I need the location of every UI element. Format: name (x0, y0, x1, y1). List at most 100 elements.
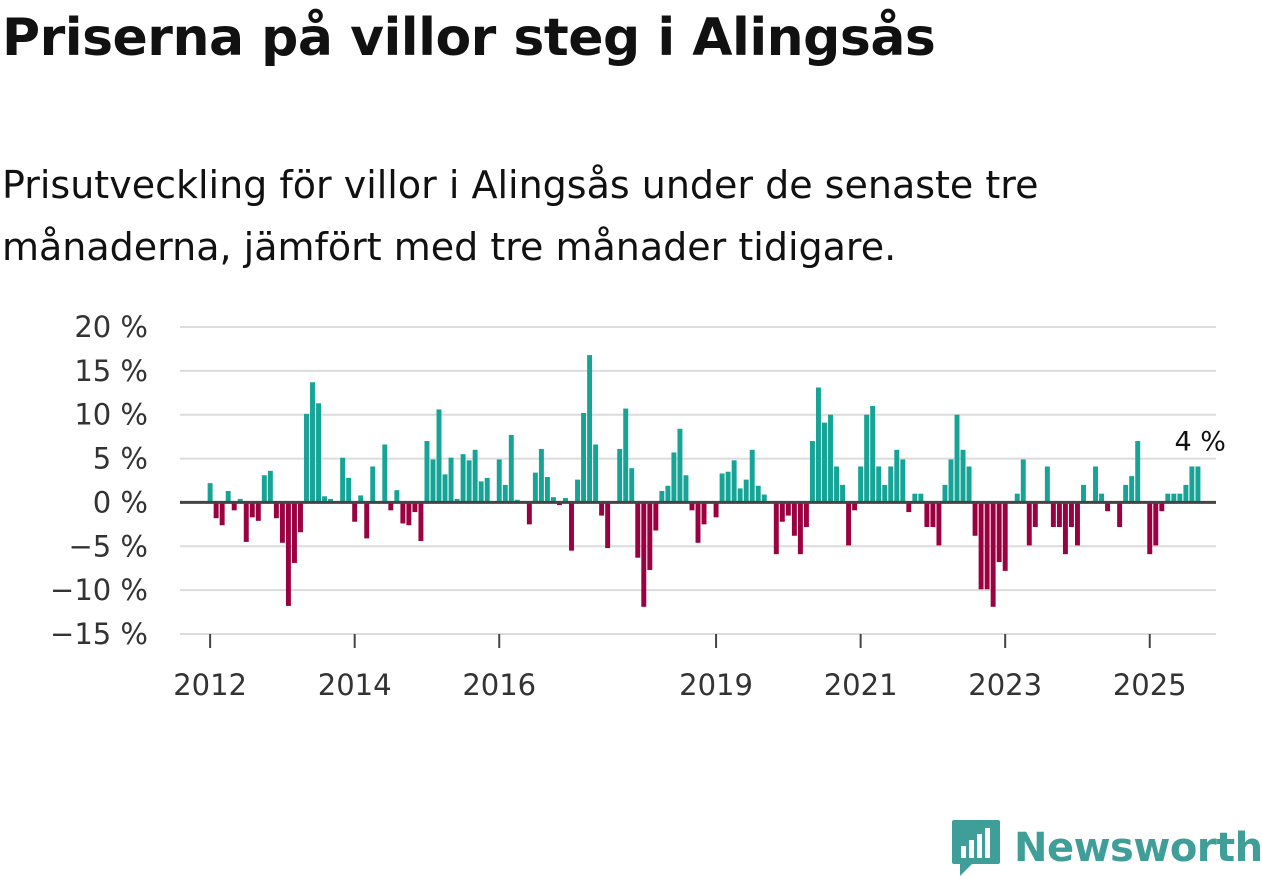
bar (418, 502, 424, 542)
x-tick-label: 2012 (173, 668, 247, 700)
bar (1195, 466, 1201, 503)
bar (629, 468, 635, 503)
bar (635, 502, 641, 558)
bar (671, 452, 677, 503)
y-tick-label: −5 % (68, 529, 148, 563)
bar (822, 422, 827, 503)
bar (508, 434, 514, 503)
bar (791, 502, 797, 536)
bar (352, 502, 358, 522)
bar (912, 493, 918, 503)
bar (316, 403, 322, 503)
bar-chart: 20 % 15 % 10 % 5 % 0 % −5 % −10 % −15 % 2012 2014… (50, 310, 1226, 700)
bar (599, 502, 605, 516)
bar (502, 484, 508, 503)
y-tick-label: 20 % (74, 310, 148, 344)
bar (1105, 502, 1111, 512)
bar (816, 387, 821, 503)
bar (743, 479, 749, 503)
bar (436, 409, 442, 503)
bar (996, 502, 1002, 563)
bar (370, 466, 376, 503)
x-tick-label: 2019 (679, 668, 753, 700)
bar (243, 502, 249, 542)
bar (382, 444, 388, 503)
bar (797, 502, 803, 555)
newsworthy-bar-chart-icon (952, 820, 1000, 876)
bar (683, 475, 689, 503)
bar (1153, 502, 1159, 546)
chart-title: Priserna på villor steg i Alingsås (2, 8, 936, 68)
bar (496, 459, 502, 503)
bar (936, 502, 942, 546)
last-value-label: 4 % (1175, 426, 1226, 457)
y-tick-label: 5 % (93, 442, 148, 476)
bar (1056, 502, 1062, 527)
bar (1026, 502, 1032, 546)
bar (466, 460, 472, 503)
bar (538, 448, 544, 503)
bar (430, 459, 436, 503)
x-tick-label: 2025 (1113, 668, 1187, 700)
bar (340, 457, 346, 503)
y-tick-label: 10 % (74, 398, 148, 432)
bar (1093, 466, 1099, 503)
bar (948, 459, 954, 503)
bar (448, 457, 454, 503)
bar (285, 502, 291, 606)
bar (550, 497, 556, 503)
bar (478, 481, 484, 503)
bar (298, 502, 303, 533)
bar (412, 502, 418, 513)
bar (918, 493, 924, 503)
bar (394, 490, 400, 503)
bar (460, 454, 466, 503)
bar (207, 483, 213, 503)
bar (346, 477, 352, 503)
bar (617, 448, 623, 503)
bar (653, 502, 659, 531)
bar (785, 502, 791, 516)
bar (1171, 493, 1177, 503)
axes (180, 500, 1216, 648)
bar (623, 408, 629, 503)
bar (267, 470, 273, 503)
bar (942, 484, 948, 503)
tick-labels: 20 % 15 % 10 % 5 % 0 % −5 % −10 % −15 % 2012 2014… (50, 310, 1226, 700)
bar (1165, 493, 1171, 503)
bar (291, 502, 297, 563)
bar (322, 496, 328, 503)
bar (563, 498, 568, 503)
bar (1044, 466, 1050, 503)
bar (388, 502, 394, 511)
bar (906, 502, 912, 513)
bar (966, 466, 972, 503)
y-tick-label: 0 % (93, 485, 148, 519)
bar (930, 502, 936, 527)
bar (701, 502, 707, 525)
bar (1081, 484, 1086, 503)
bar (1159, 502, 1165, 512)
bar (442, 474, 448, 503)
bar (575, 479, 581, 503)
bar (894, 449, 900, 503)
bar (809, 441, 815, 503)
bar (737, 488, 743, 503)
bar (677, 428, 683, 503)
bar (864, 414, 870, 503)
bar (593, 444, 599, 503)
bar (484, 477, 490, 503)
bar (779, 502, 785, 522)
bar (755, 485, 761, 503)
bar (587, 355, 593, 503)
bars (207, 355, 1201, 607)
bar (1032, 502, 1038, 527)
bar (695, 502, 701, 543)
bar (1020, 459, 1026, 503)
bar (888, 466, 894, 503)
bar (310, 382, 315, 503)
bar (924, 502, 930, 527)
bar (978, 502, 984, 590)
bar (641, 502, 647, 607)
chart-subtitle: Prisutveckling för villor i Alingsås und… (2, 163, 1039, 269)
